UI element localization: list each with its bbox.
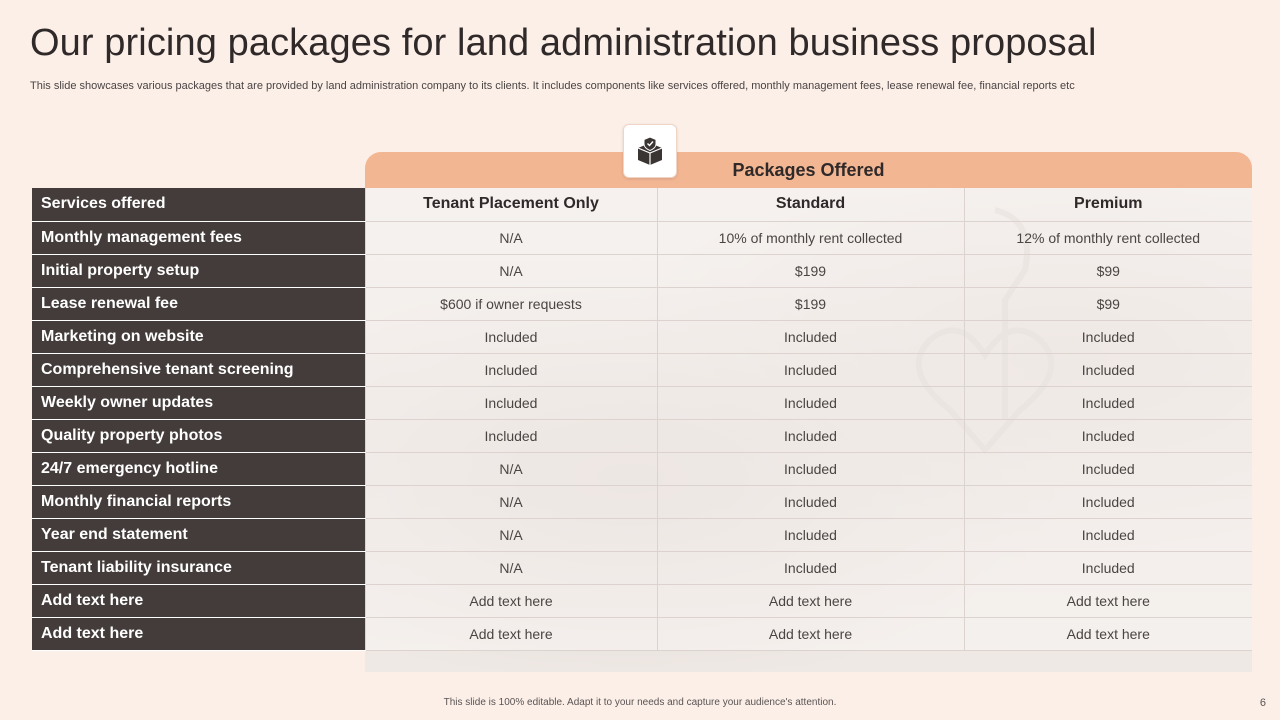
table-cell: $99 xyxy=(963,254,1252,288)
table-row: Tenant liability insurance N/A Included Inc… xyxy=(32,551,1252,585)
table-cell: Included xyxy=(364,353,657,387)
row-label: Weekly owner updates xyxy=(32,386,365,420)
table-cell: Included xyxy=(656,386,964,420)
table-row: Initial property setup N/A $199 $99 xyxy=(32,254,1252,288)
table-cell: Included xyxy=(656,320,964,354)
table-cell: Included xyxy=(364,320,657,354)
column-standard: Standard xyxy=(656,188,964,222)
table-row: Add text here Add text here Add text here A… xyxy=(32,617,1252,651)
table-row: Comprehensive tenant screening Included In… xyxy=(32,353,1252,387)
row-label: Year end statement xyxy=(32,518,365,552)
table-row: Quality property photos Included Included I… xyxy=(32,419,1252,453)
table-cell: Included xyxy=(963,551,1252,585)
pricing-table: Services offered Tenant Placement Only S… xyxy=(32,188,1252,651)
row-label: Comprehensive tenant screening xyxy=(32,353,365,387)
table-cell: 10% of monthly rent collected xyxy=(656,221,964,255)
packages-offered-header: Packages Offered xyxy=(365,152,1252,188)
table-cell: Included xyxy=(656,551,964,585)
row-label: Tenant liability insurance xyxy=(32,551,365,585)
table-cell: Included xyxy=(963,386,1252,420)
column-tenant-placement-only: Tenant Placement Only xyxy=(364,188,657,222)
box-with-shield-icon xyxy=(637,136,663,165)
table-cell: $99 xyxy=(963,287,1252,321)
table-cell: Add text here xyxy=(656,584,964,618)
table-cell: Included xyxy=(963,485,1252,519)
table-cell: N/A xyxy=(364,452,657,486)
row-label: Quality property photos xyxy=(32,419,365,453)
table-cell: 12% of monthly rent collected xyxy=(963,221,1252,255)
table-row: Lease renewal fee $600 if owner requests $… xyxy=(32,287,1252,321)
table-header-row: Services offered Tenant Placement Only S… xyxy=(32,188,1252,222)
row-label: 24/7 emergency hotline xyxy=(32,452,365,486)
table-cell: $199 xyxy=(656,254,964,288)
table-cell: Included xyxy=(656,485,964,519)
table-cell: Included xyxy=(963,353,1252,387)
table-cell: Included xyxy=(364,419,657,453)
table-cell: Included xyxy=(364,386,657,420)
row-label: Marketing on website xyxy=(32,320,365,354)
table-cell: N/A xyxy=(364,485,657,519)
table-cell: Included xyxy=(963,518,1252,552)
table-cell: Included xyxy=(963,419,1252,453)
table-cell: $600 if owner requests xyxy=(364,287,657,321)
table-cell: N/A xyxy=(364,518,657,552)
table-cell: Included xyxy=(963,452,1252,486)
table-cell: Included xyxy=(963,320,1252,354)
slide-title: Our pricing packages for land administra… xyxy=(30,22,1097,64)
row-label: Initial property setup xyxy=(32,254,365,288)
table-cell: Included xyxy=(656,452,964,486)
table-row: 24/7 emergency hotline N/A Included Include… xyxy=(32,452,1252,486)
row-label: Lease renewal fee xyxy=(32,287,365,321)
table-cell: N/A xyxy=(364,551,657,585)
services-offered-label: Services offered xyxy=(32,188,365,222)
table-cell: Add text here xyxy=(963,617,1252,651)
table-row: Marketing on website Included Included Incl… xyxy=(32,320,1252,354)
table-cell: Add text here xyxy=(364,584,657,618)
row-label: Monthly financial reports xyxy=(32,485,365,519)
table-cell: Add text here xyxy=(963,584,1252,618)
table-cell: N/A xyxy=(364,221,657,255)
slide-subtitle: This slide showcases various packages th… xyxy=(30,80,1075,92)
row-label: Monthly management fees xyxy=(32,221,365,255)
table-cell: Included xyxy=(656,419,964,453)
table-row: Year end statement N/A Included Included xyxy=(32,518,1252,552)
table-cell: Included xyxy=(656,353,964,387)
table-row: Add text here Add text here Add text here A… xyxy=(32,584,1252,618)
table-cell: N/A xyxy=(364,254,657,288)
table-cell: Add text here xyxy=(364,617,657,651)
table-row: Weekly owner updates Included Included Incl… xyxy=(32,386,1252,420)
row-label: Add text here xyxy=(32,584,365,618)
table-cell: Add text here xyxy=(656,617,964,651)
table-row: Monthly management fees N/A 10% of monthly… xyxy=(32,221,1252,255)
row-label: Add text here xyxy=(32,617,365,651)
table-row: Monthly financial reports N/A Included Incl… xyxy=(32,485,1252,519)
package-icon-box xyxy=(623,124,677,178)
column-premium: Premium xyxy=(963,188,1252,222)
table-cell: Included xyxy=(656,518,964,552)
page-number: 6 xyxy=(1259,697,1266,709)
table-cell: $199 xyxy=(656,287,964,321)
footer-note: This slide is 100% editable. Adapt it to… xyxy=(443,697,837,708)
